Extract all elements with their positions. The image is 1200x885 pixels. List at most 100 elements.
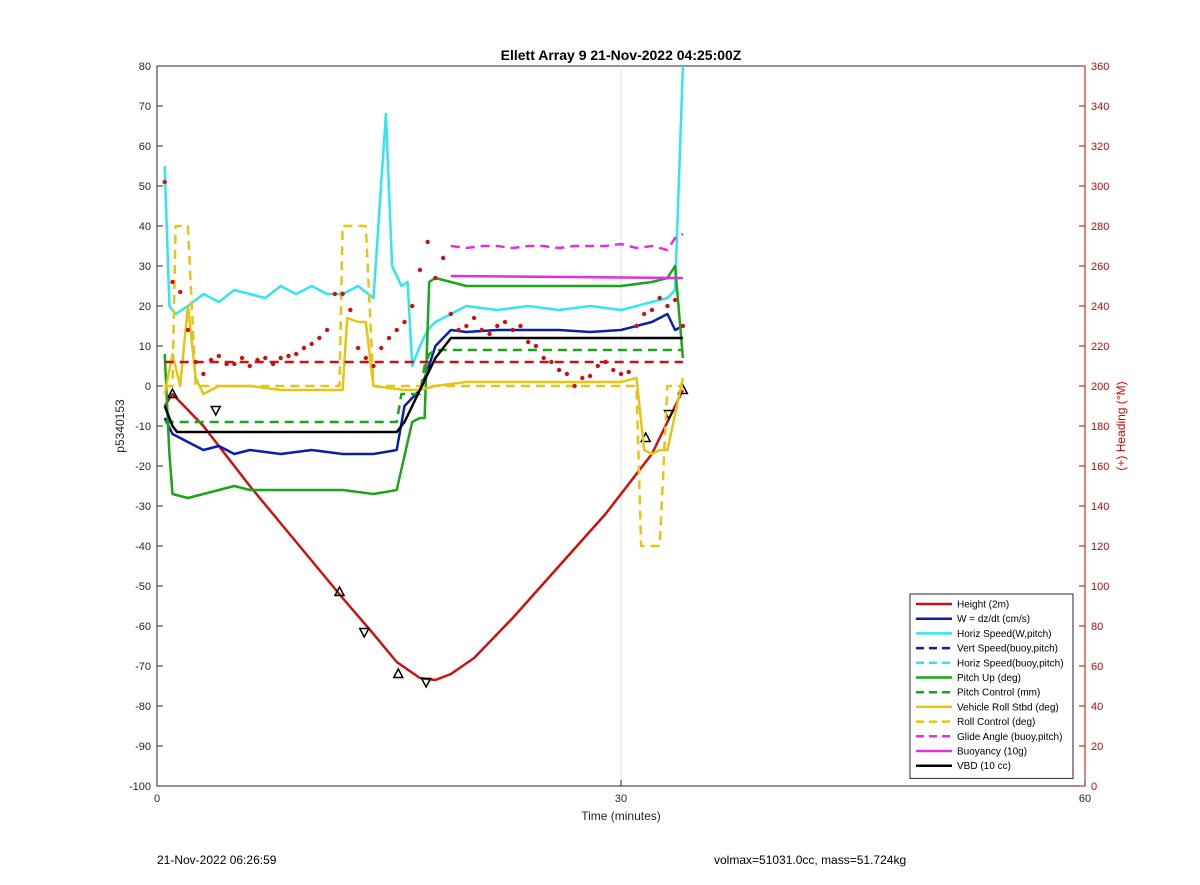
- heading-point: [603, 359, 608, 365]
- y2-tick-label: 80: [1091, 621, 1103, 633]
- heading-point: [518, 323, 523, 329]
- y2-tick-label: 280: [1091, 221, 1109, 233]
- heading-point: [178, 289, 183, 295]
- heading-point: [239, 355, 245, 361]
- heading-point: [340, 291, 345, 297]
- heading-point: [263, 355, 268, 361]
- heading-point: [363, 355, 368, 361]
- y2-tick-label: 20: [1091, 741, 1103, 753]
- heading-point: [232, 361, 237, 367]
- height-marker: [166, 387, 179, 399]
- heading-point: [332, 291, 338, 297]
- series-horiz-speed-w-pitch: [163, 65, 685, 368]
- legend-label: Vehicle Roll Stbd (deg): [957, 702, 1059, 713]
- y-tick-label: -80: [135, 701, 151, 713]
- footer-info: volmax=51031.0cc, mass=51.724kg: [714, 853, 906, 867]
- legend-label: Height (2m): [957, 600, 1009, 611]
- heading-point: [572, 383, 577, 389]
- y-tick-label: -50: [135, 581, 151, 593]
- heading-point: [247, 363, 252, 369]
- heading-point: [324, 327, 330, 333]
- legend-label: Buoyancy (10g): [957, 747, 1027, 758]
- y2-tick-label: 160: [1091, 461, 1109, 473]
- legend: Height (2m) W = dz/dt (cm/s) Horiz Speed(W…: [909, 593, 1074, 779]
- heading-point: [495, 323, 500, 329]
- legend-label: Glide Angle (buoy,pitch): [957, 732, 1062, 743]
- legend-label: Vert Speed(buoy,pitch): [957, 644, 1058, 655]
- footer-timestamp: 21-Nov-2022 06:26:59: [157, 853, 277, 867]
- heading-point: [487, 331, 492, 337]
- y-tick-label: 80: [139, 61, 151, 73]
- legend-label: W = dz/dt (cm/s): [957, 614, 1030, 625]
- y-tick-label: -100: [129, 781, 151, 793]
- series-vehicle-roll-stbd-deg: [163, 304, 685, 456]
- y2-tick-label: 360: [1091, 61, 1109, 73]
- heading-point: [556, 367, 562, 373]
- y2-tick-label: 240: [1091, 301, 1109, 313]
- heading-point: [170, 279, 175, 285]
- y-tick-label: 40: [139, 221, 151, 233]
- series-vbd-10-cc: [163, 336, 683, 434]
- heading-point: [417, 267, 423, 273]
- heading-point: [216, 353, 222, 359]
- x-tick-label: 0: [154, 793, 160, 805]
- y-tick-label: 70: [139, 101, 151, 113]
- heading-point: [425, 239, 430, 245]
- series-heading-13: [162, 179, 686, 389]
- heading-point: [193, 359, 198, 365]
- heading-point: [255, 357, 260, 363]
- heading-point: [185, 327, 191, 333]
- y-tick-label: 0: [145, 381, 151, 393]
- y-tick-label: -10: [135, 421, 151, 433]
- legend-box: [909, 593, 1074, 779]
- heading-point: [526, 339, 531, 345]
- y2-axis-label: (+) Heading (°M): [1114, 381, 1128, 470]
- x-axis-label: Time (minutes): [581, 809, 661, 823]
- y2-tick-label: 120: [1091, 541, 1109, 553]
- series-pitch-control-mm: [164, 348, 683, 424]
- legend-label: Roll Control (deg): [957, 717, 1035, 728]
- height-marker: [333, 585, 346, 597]
- heading-point: [649, 307, 655, 313]
- y-tick-label: -30: [135, 501, 151, 513]
- heading-point: [642, 311, 647, 317]
- y-tick-label: 50: [139, 181, 151, 193]
- heading-point: [440, 255, 446, 261]
- legend-label: Pitch Up (deg): [957, 673, 1021, 684]
- right-y-axis: 3603403203002802602402202001801601401201…: [1079, 61, 1109, 793]
- y-tick-label: -70: [135, 661, 151, 673]
- y2-tick-label: 200: [1091, 381, 1109, 393]
- heading-point: [657, 295, 662, 301]
- y-tick-label: 10: [139, 341, 151, 353]
- heading-point: [626, 369, 631, 375]
- heading-point: [317, 335, 322, 341]
- legend-label: VBD (10 cc): [957, 761, 1011, 772]
- heading-point: [665, 303, 670, 309]
- heading-point: [208, 357, 214, 363]
- chart-title: Ellett Array 9 21-Nov-2022 04:25:00Z: [501, 47, 742, 63]
- height-marker: [358, 627, 370, 639]
- legend-label: Horiz Speed(W,pitch): [957, 629, 1051, 640]
- heading-point: [301, 345, 307, 351]
- y-tick-label: 20: [139, 301, 151, 313]
- series-pitch-up-deg: [163, 264, 685, 500]
- y2-tick-label: 260: [1091, 261, 1109, 273]
- heading-point: [309, 341, 314, 347]
- heading-point: [348, 307, 353, 313]
- heading-point: [502, 319, 508, 325]
- y2-tick-label: 180: [1091, 421, 1109, 433]
- series-roll-control-deg: [164, 224, 683, 548]
- heading-point: [549, 359, 554, 365]
- heading-point: [611, 367, 616, 373]
- heading-point: [278, 355, 283, 361]
- heading-point: [379, 345, 384, 351]
- y-tick-label: -60: [135, 621, 151, 633]
- y2-tick-label: 320: [1091, 141, 1109, 153]
- y2-tick-label: 100: [1091, 581, 1109, 593]
- y2-tick-label: 300: [1091, 181, 1109, 193]
- height-marker: [210, 405, 222, 417]
- legend-label: Pitch Control (mm): [957, 688, 1040, 699]
- heading-point: [464, 323, 469, 329]
- heading-point: [433, 275, 438, 281]
- heading-point: [294, 351, 299, 357]
